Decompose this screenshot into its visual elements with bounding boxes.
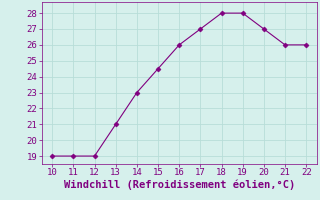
X-axis label: Windchill (Refroidissement éolien,°C): Windchill (Refroidissement éolien,°C) xyxy=(64,180,295,190)
